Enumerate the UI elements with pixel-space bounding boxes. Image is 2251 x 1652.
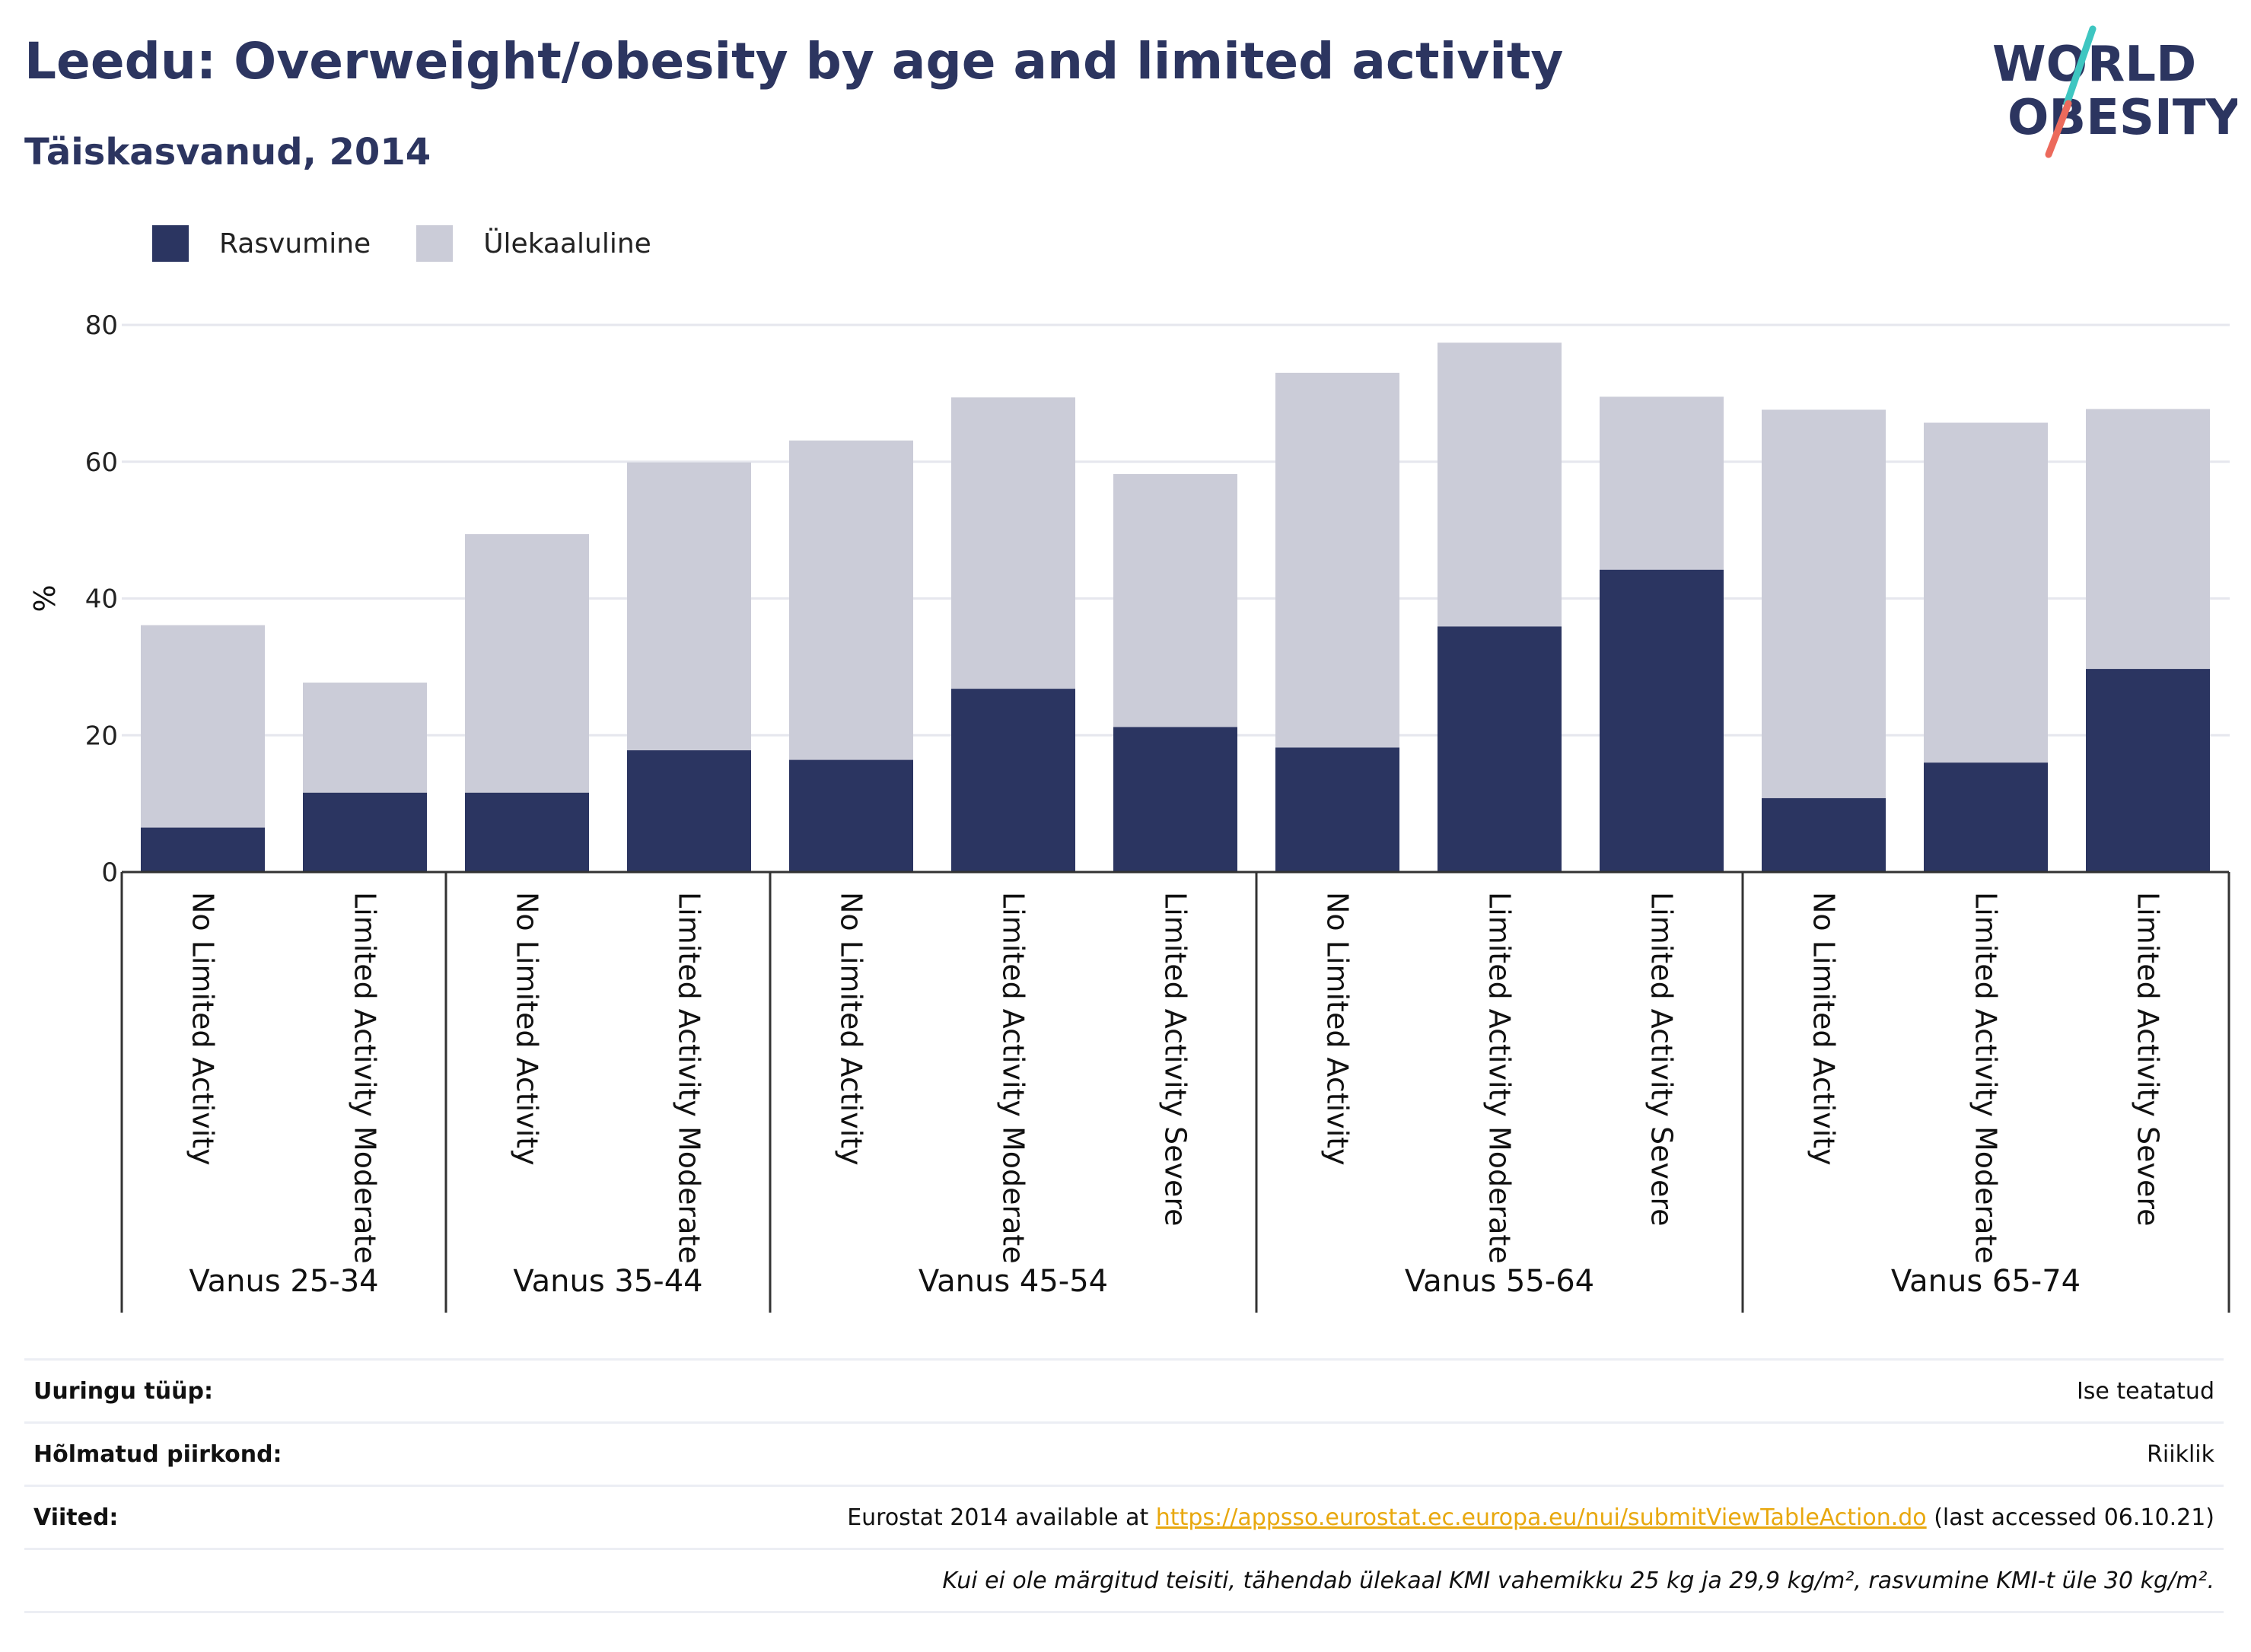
y-tick-label: 40 [85,584,118,615]
x-category-label: Limited Activity Moderate [1483,892,1517,1264]
bar-obesity [1438,626,1562,872]
meta-row-references: Viited: Eurostat 2014 available at https… [24,1487,2224,1550]
x-category-label: Limited Activity Moderate [349,892,382,1264]
bar-overweight [141,625,265,828]
bar-obesity [1600,569,1724,872]
references-link[interactable]: https://appsso.eurostat.ec.europa.eu/nui… [1155,1504,1927,1531]
logo-line-2: OBESITY [2007,90,2237,146]
logo-line-1: WORLD [1992,37,2196,93]
bar-overweight [1275,372,1399,748]
references-value: Eurostat 2014 available at https://appss… [847,1504,2214,1531]
x-category-label: Limited Activity Severe [1645,892,1679,1227]
x-group-label: Vanus 65-74 [1891,1264,2081,1299]
legend-item-obesity[interactable]: Rasvumine [152,225,371,262]
x-group-label: Vanus 25-34 [189,1264,378,1299]
meta-row-footnote: Kui ei ole märgitud teisiti, tähendab ül… [24,1550,2224,1613]
meta-row-coverage: Hõlmatud piirkond: Riiklik [24,1424,2224,1487]
survey-type-value: Ise teatatud [2076,1377,2214,1405]
bar-overweight [303,683,427,793]
references-prefix: Eurostat 2014 available at [847,1504,1149,1531]
bar-obesity [1113,727,1237,872]
meta-row-survey-type: Uuringu tüüp: Ise teatatud [24,1361,2224,1424]
references-suffix: (last accessed 06.10.21) [1934,1504,2214,1531]
bar-obesity [303,792,427,872]
x-group-label: Vanus 35-44 [513,1264,702,1299]
legend-item-overweight[interactable]: Ülekaaluline [416,225,651,262]
bar-overweight [1113,473,1237,727]
x-category-label: Limited Activity Moderate [997,892,1030,1264]
x-category-label: No Limited Activity [186,892,220,1166]
bar-overweight [789,440,913,760]
bar-obesity [1762,797,1886,872]
x-category-label: No Limited Activity [835,892,868,1166]
legend-swatch-overweight [416,225,454,262]
bar-obesity [789,759,913,872]
bar-obesity [951,689,1075,872]
bar-obesity [1924,762,2048,872]
bar-obesity [2086,669,2210,872]
chart-subtitle: Täiskasvanud, 2014 [24,131,431,173]
chart-legend: Rasvumine Ülekaaluline [152,225,697,262]
y-tick-label: 20 [85,721,118,751]
x-group-label: Vanus 55-64 [1405,1264,1594,1299]
x-category-label: Limited Activity Moderate [1969,892,2003,1264]
legend-label-obesity: Rasvumine [219,228,371,259]
stacked-bar-chart: 0 20 40 60 80% No Limited Activity Limited Act… [28,310,2230,1313]
survey-type-label: Uuringu tüüp: [33,1377,213,1405]
x-category-label: Limited Activity Severe [2132,892,2165,1227]
bar-obesity [141,827,265,872]
y-tick-label: 80 [85,310,118,341]
y-tick-label: 0 [101,858,118,888]
logo-slash-teal [2063,25,2097,107]
footnote: Kui ei ole märgitud teisiti, tähendab ül… [942,1567,2214,1594]
bar-overweight [1438,342,1562,627]
y-tick-label: 60 [85,447,118,478]
bar-obesity [1275,747,1399,872]
coverage-label: Hõlmatud piirkond: [33,1440,282,1468]
bar-overweight [951,397,1075,689]
y-axis-title: % [28,584,62,612]
bar-overweight [465,534,589,793]
bar-overweight [1762,409,1886,798]
world-obesity-logo[interactable]: WORLD OBESITY [1986,21,2237,162]
bar-overweight [1924,422,2048,763]
x-category-label: Limited Activity Moderate [673,892,706,1264]
x-category-label: No Limited Activity [511,892,544,1166]
metadata-table: Uuringu tüüp: Ise teatatud Hõlmatud piir… [24,1358,2224,1613]
x-category-label: No Limited Activity [1321,892,1355,1166]
logo-slash-red [2045,100,2072,158]
bar-overweight [627,462,751,751]
x-group-label: Vanus 45-54 [919,1264,1108,1299]
coverage-value: Riiklik [2147,1440,2214,1468]
bar-obesity [465,792,589,872]
bar-overweight [2086,409,2210,670]
bar-overweight [1600,396,1724,570]
x-category-label: Limited Activity Severe [1159,892,1192,1227]
chart-title: Leedu: Overweight/obesity by age and lim… [24,32,1564,91]
legend-swatch-obesity [152,225,189,262]
x-category-label: No Limited Activity [1807,892,1841,1166]
bar-obesity [627,750,751,872]
references-label: Viited: [33,1504,119,1531]
legend-label-overweight: Ülekaaluline [483,228,651,259]
